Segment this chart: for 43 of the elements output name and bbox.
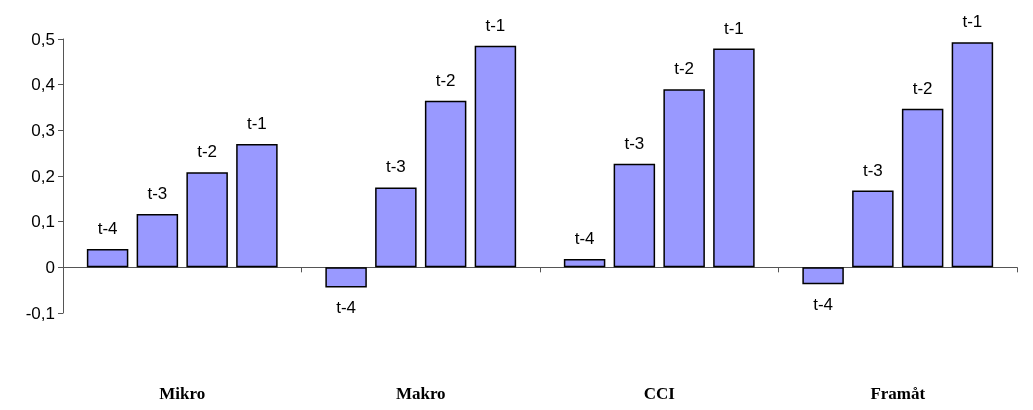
text: t-2	[674, 59, 695, 79]
text: t-4	[336, 298, 357, 318]
y-tick-label: 0,2	[31, 166, 55, 186]
series-label: t-4	[97, 219, 118, 239]
text: t-1	[485, 15, 506, 35]
text: t-2	[912, 78, 933, 98]
series-label: t-2	[197, 142, 218, 162]
series-label: t-1	[246, 114, 267, 134]
series-label: t-3	[147, 183, 168, 203]
y-tick-label: 0,5	[31, 29, 55, 49]
text: t-2	[435, 70, 456, 90]
bar	[901, 108, 944, 268]
text: t-4	[813, 295, 834, 315]
x-tick-label: Makro	[395, 384, 446, 403]
bar	[375, 187, 417, 268]
text: t-1	[723, 18, 744, 38]
y-tick-label: 0,3	[31, 120, 55, 140]
x-tick-label: CCI	[643, 384, 676, 403]
bar	[613, 163, 656, 268]
bar	[136, 213, 179, 268]
bar	[663, 89, 705, 268]
x-tick-label: Framåt	[870, 384, 926, 403]
bar	[563, 259, 606, 268]
bar	[186, 172, 228, 268]
bar	[424, 100, 467, 268]
text: t-3	[385, 157, 406, 177]
text: t-1	[962, 12, 983, 32]
bar	[713, 48, 755, 268]
y-tick-label: 0,1	[31, 212, 55, 232]
x-tick-label: Mikro	[159, 384, 206, 403]
text: t-4	[574, 229, 595, 249]
bar	[86, 249, 129, 268]
bar	[951, 42, 994, 268]
bar	[802, 267, 844, 285]
y-tick-label: 0,4	[31, 75, 55, 95]
bar	[325, 267, 367, 288]
text: t-3	[624, 133, 645, 153]
y-tick-label: 0	[45, 257, 55, 277]
bar	[852, 190, 894, 268]
bar	[236, 144, 278, 268]
text: t-3	[862, 160, 883, 180]
y-tick-label: -0,1	[25, 303, 55, 323]
bar	[474, 45, 517, 268]
